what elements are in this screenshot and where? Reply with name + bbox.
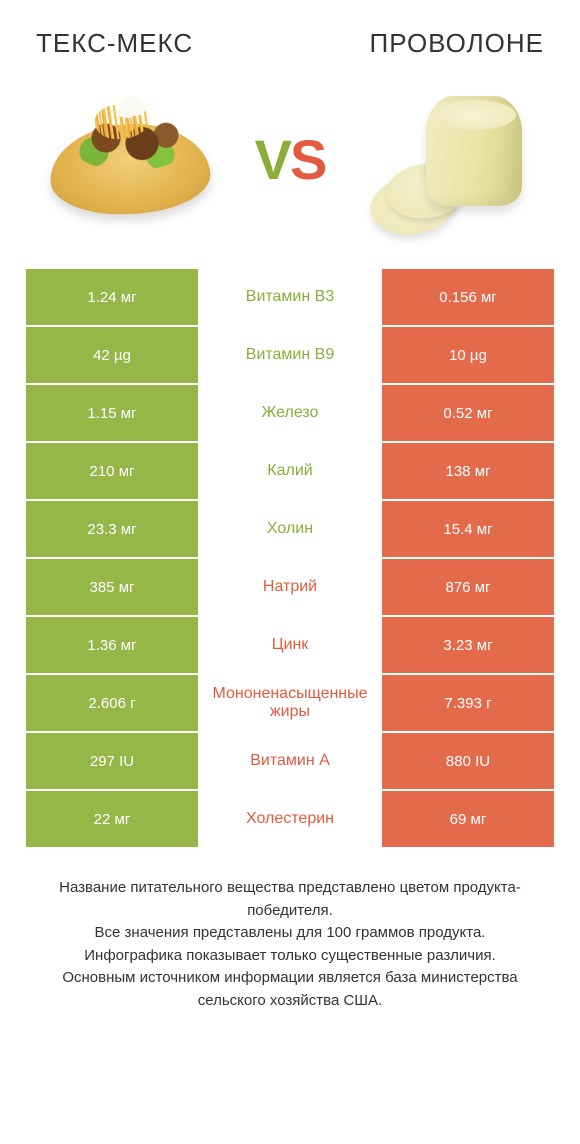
value-right: 10 µg <box>382 327 554 383</box>
value-right: 3.23 мг <box>382 617 554 673</box>
table-row: 22 мгХолестерин69 мг <box>26 791 554 847</box>
table-row: 297 IUВитамин A880 IU <box>26 733 554 789</box>
value-left: 42 µg <box>26 327 198 383</box>
table-row: 1.15 мгЖелезо0.52 мг <box>26 385 554 441</box>
value-left: 2.606 г <box>26 675 198 731</box>
nutrient-label: Витамин B9 <box>198 327 382 383</box>
footer-line: Основным источником информации является … <box>40 967 540 1012</box>
value-right: 15.4 мг <box>382 501 554 557</box>
footer-notes: Название питательного вещества представл… <box>0 849 580 1012</box>
title-left: ТЕКС-МЕКС <box>36 28 193 59</box>
food-illustration-left <box>40 84 220 234</box>
table-row: 1.36 мгЦинк3.23 мг <box>26 617 554 673</box>
nutrient-label: Холестерин <box>198 791 382 847</box>
nutrient-label: Витамин B3 <box>198 269 382 325</box>
table-row: 1.24 мгВитамин B30.156 мг <box>26 269 554 325</box>
hero-row: VS <box>0 59 580 269</box>
header: ТЕКС-МЕКС ПРОВОЛОНЕ <box>0 0 580 59</box>
nutrient-label: Натрий <box>198 559 382 615</box>
nutrient-label: Холин <box>198 501 382 557</box>
footer-line: Все значения представлены для 100 граммо… <box>40 922 540 945</box>
footer-line: Название питательного вещества представл… <box>40 877 540 922</box>
value-right: 69 мг <box>382 791 554 847</box>
table-row: 385 мгНатрий876 мг <box>26 559 554 615</box>
nutrient-label: Витамин A <box>198 733 382 789</box>
value-left: 1.24 мг <box>26 269 198 325</box>
vs-v: V <box>255 128 290 191</box>
value-left: 1.15 мг <box>26 385 198 441</box>
vs-label: VS <box>255 127 326 192</box>
value-right: 876 мг <box>382 559 554 615</box>
value-left: 385 мг <box>26 559 198 615</box>
table-row: 42 µgВитамин B910 µg <box>26 327 554 383</box>
value-left: 22 мг <box>26 791 198 847</box>
nutrient-table: 1.24 мгВитамин B30.156 мг42 µgВитамин B9… <box>0 269 580 847</box>
nutrient-label: Мононенасыщенные жиры <box>198 675 382 731</box>
value-left: 210 мг <box>26 443 198 499</box>
value-left: 1.36 мг <box>26 617 198 673</box>
value-right: 880 IU <box>382 733 554 789</box>
table-row: 2.606 гМононенасыщенные жиры7.393 г <box>26 675 554 731</box>
value-left: 23.3 мг <box>26 501 198 557</box>
value-right: 0.156 мг <box>382 269 554 325</box>
value-left: 297 IU <box>26 733 198 789</box>
table-row: 210 мгКалий138 мг <box>26 443 554 499</box>
value-right: 0.52 мг <box>382 385 554 441</box>
table-row: 23.3 мгХолин15.4 мг <box>26 501 554 557</box>
nutrient-label: Калий <box>198 443 382 499</box>
value-right: 7.393 г <box>382 675 554 731</box>
nutrient-label: Железо <box>198 385 382 441</box>
value-right: 138 мг <box>382 443 554 499</box>
nutrient-label: Цинк <box>198 617 382 673</box>
food-illustration-right <box>360 84 540 234</box>
footer-line: Инфографика показывает только существенн… <box>40 945 540 968</box>
vs-s: S <box>290 128 325 191</box>
title-right: ПРОВОЛОНЕ <box>370 28 545 59</box>
